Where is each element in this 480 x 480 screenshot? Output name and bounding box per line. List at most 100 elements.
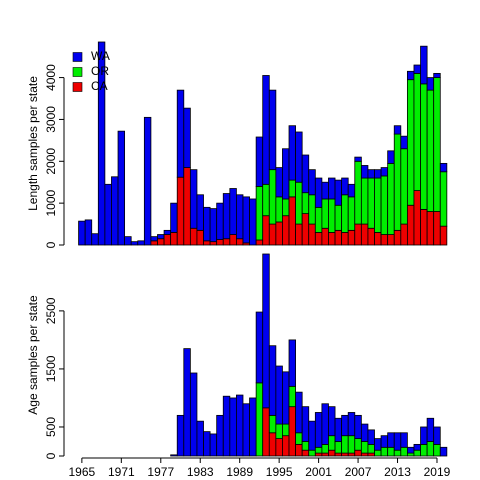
bar-segment — [380, 234, 389, 246]
bar-segment — [360, 165, 369, 179]
bar-segment — [321, 443, 329, 454]
legend-swatch — [72, 67, 83, 77]
bar-segment — [295, 181, 303, 225]
y-tick-label: 2500 — [44, 297, 58, 324]
x-tick-label: 1995 — [266, 465, 293, 479]
bar-segment — [413, 443, 421, 451]
bar-segment — [170, 232, 178, 246]
y-axis-label: Length samples per state — [26, 76, 40, 211]
bar-segment — [420, 45, 428, 85]
bar-segment — [400, 148, 408, 225]
bar-segment — [203, 240, 211, 246]
bar-segment — [249, 198, 257, 246]
bar-segment — [406, 446, 415, 454]
bar-segment — [393, 229, 402, 246]
bar-segment — [249, 397, 257, 457]
bar-segment — [255, 136, 264, 187]
bar-segment — [406, 79, 415, 206]
bar-segment — [229, 234, 237, 246]
bar-segment — [334, 441, 343, 454]
bar-segment — [222, 395, 231, 457]
bar-segment — [341, 194, 349, 233]
bar-segment — [393, 133, 402, 231]
bar-segment — [439, 225, 448, 246]
bar-segment — [334, 452, 343, 457]
bar-segment — [308, 169, 316, 196]
bar-segment — [176, 176, 185, 246]
bar-segment — [170, 202, 178, 233]
bar-segment — [183, 348, 191, 457]
bar-segment — [301, 154, 310, 194]
bar-segment — [347, 183, 356, 198]
bar-segment — [268, 432, 277, 457]
bar-segment — [130, 241, 139, 246]
bar-segment — [367, 169, 375, 179]
bar-segment — [334, 179, 343, 206]
bar-segment — [255, 186, 264, 241]
bar-segment — [321, 181, 329, 200]
bar-segment — [262, 407, 270, 457]
bar-segment — [163, 234, 172, 246]
bar-segment — [328, 406, 336, 437]
bar-segment — [374, 232, 382, 246]
bar-segment — [262, 215, 270, 246]
bar-segment — [334, 204, 343, 231]
legend-label: CA — [91, 79, 108, 93]
bar-segment — [268, 414, 277, 434]
bar-segment — [203, 431, 211, 457]
bar-segment — [420, 426, 428, 445]
bar-segment — [150, 236, 158, 242]
bar-segment — [229, 188, 237, 235]
x-tick-label: 1983 — [187, 465, 214, 479]
bar-segment — [163, 229, 172, 235]
bar-segment — [288, 339, 296, 387]
bar-segment — [288, 385, 296, 408]
bar-segment — [255, 239, 264, 246]
bar-segment — [400, 432, 408, 448]
bar-segment — [354, 156, 362, 162]
bar-segment — [229, 397, 237, 457]
bar-segment — [367, 429, 375, 445]
bar-segment — [426, 77, 435, 91]
y-axis-label: Age samples per state — [26, 295, 40, 415]
bar-segment — [288, 406, 296, 457]
bar-segment — [268, 89, 277, 171]
y-tick-label: 1000 — [44, 189, 58, 216]
bar-segment — [439, 171, 448, 227]
bar-segment — [216, 239, 224, 246]
bar-segment — [143, 116, 152, 246]
bar-segment — [367, 443, 375, 454]
bar-segment — [78, 220, 86, 246]
bar-segment — [347, 412, 356, 437]
bar-segment — [400, 135, 408, 150]
bar-segment — [413, 190, 421, 246]
bar-segment — [433, 211, 441, 246]
bar-segment — [308, 194, 316, 225]
bar-segment — [295, 443, 303, 457]
bar-segment — [321, 403, 329, 445]
bar-segment — [387, 162, 395, 235]
bar-segment — [354, 223, 362, 246]
bar-segment — [380, 435, 389, 448]
bar-segment — [354, 160, 362, 225]
bar-segment — [347, 435, 356, 454]
bar-segment — [183, 167, 191, 246]
bar-segment — [314, 446, 323, 454]
bar-segment — [117, 130, 126, 246]
bar-segment — [360, 423, 369, 442]
x-tick-label: 2001 — [305, 465, 332, 479]
bar-segment — [84, 219, 93, 246]
y-tick-label: 0 — [44, 452, 58, 459]
bar-segment — [275, 196, 283, 223]
y-tick-label: 1500 — [44, 355, 58, 382]
bar-segment — [393, 432, 402, 451]
bar-segment — [380, 446, 389, 457]
bar-segment — [433, 426, 441, 445]
y-tick-label: 0 — [44, 241, 58, 248]
bar-segment — [406, 204, 415, 246]
bar-segment — [295, 432, 303, 445]
bar-segment — [360, 441, 369, 454]
bar-segment — [91, 233, 99, 246]
